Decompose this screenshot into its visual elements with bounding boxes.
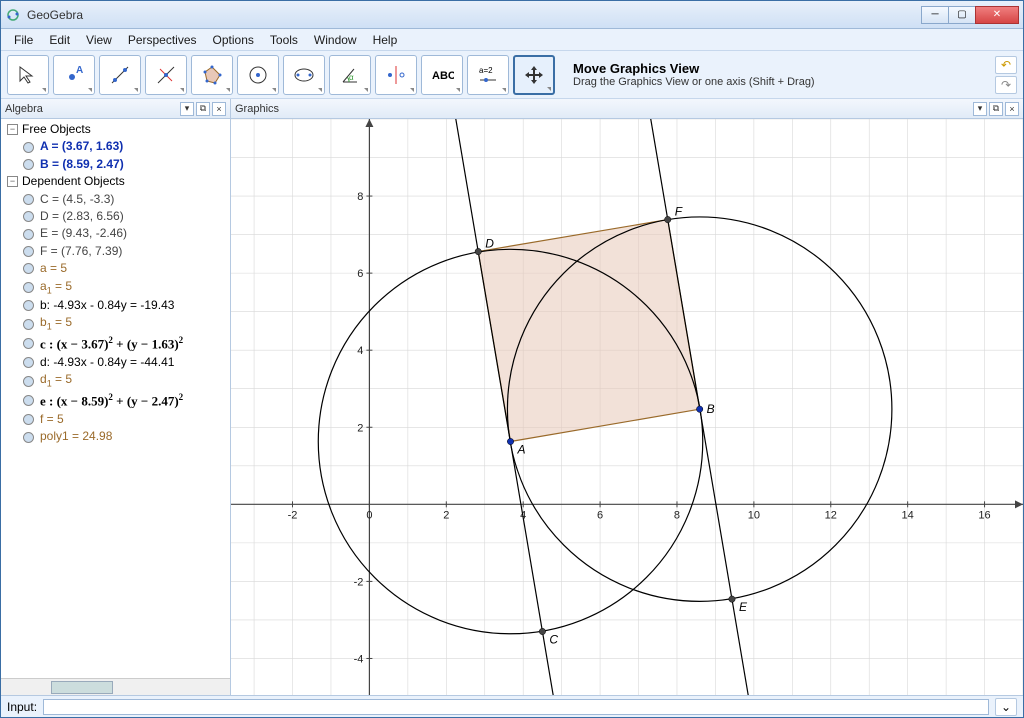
tree-leaf[interactable]: b: -4.93x - 0.84y = -19.43 <box>3 297 230 314</box>
menu-options[interactable]: Options <box>206 31 261 49</box>
tree-leaf[interactable]: e : (x − 8.59)2 + (y − 2.47)2 <box>3 391 230 411</box>
tool-info: Move Graphics View Drag the Graphics Vie… <box>573 61 991 88</box>
tool-reflect[interactable] <box>375 55 417 95</box>
svg-text:8: 8 <box>674 509 680 521</box>
tool-slider[interactable]: a=2 <box>467 55 509 95</box>
input-label: Input: <box>7 700 37 714</box>
input-field[interactable] <box>43 699 989 715</box>
tree-leaf[interactable]: F = (7.76, 7.39) <box>3 243 230 260</box>
tree-leaf[interactable]: poly1 = 24.98 <box>3 428 230 445</box>
tool-circle[interactable] <box>237 55 279 95</box>
maximize-button[interactable]: ▢ <box>948 6 976 24</box>
algebra-tree[interactable]: −Free ObjectsA = (3.67, 1.63)B = (8.59, … <box>1 119 230 678</box>
menu-tools[interactable]: Tools <box>263 31 305 49</box>
svg-text:10: 10 <box>748 509 760 521</box>
svg-text:6: 6 <box>597 509 603 521</box>
svg-text:-2: -2 <box>288 509 298 521</box>
svg-text:0: 0 <box>366 509 372 521</box>
menu-edit[interactable]: Edit <box>42 31 77 49</box>
svg-text:-4: -4 <box>354 653 364 665</box>
app-icon <box>5 7 21 23</box>
menu-window[interactable]: Window <box>307 31 364 49</box>
tree-leaf[interactable]: A = (3.67, 1.63) <box>3 138 230 155</box>
svg-text:α: α <box>349 73 354 82</box>
svg-text:ABC: ABC <box>432 70 454 82</box>
tree-leaf[interactable]: B = (8.59, 2.47) <box>3 156 230 173</box>
svg-text:B: B <box>707 402 715 416</box>
svg-text:F: F <box>675 205 683 219</box>
tree-leaf[interactable]: d: -4.93x - 0.84y = -44.41 <box>3 354 230 371</box>
graphics-menu-icon[interactable]: ▾ <box>973 102 987 116</box>
window-title: GeoGebra <box>27 8 922 22</box>
menu-file[interactable]: File <box>7 31 40 49</box>
tool-ellipse[interactable] <box>283 55 325 95</box>
svg-text:D: D <box>485 237 494 251</box>
menu-perspectives[interactable]: Perspectives <box>121 31 204 49</box>
graphics-header[interactable]: Graphics ▾ ⧉ × <box>231 99 1023 119</box>
graphics-detach-icon[interactable]: ⧉ <box>989 102 1003 116</box>
tree-leaf[interactable]: a = 5 <box>3 260 230 277</box>
app-window: GeoGebra ─ ▢ ✕ File Edit View Perspectiv… <box>0 0 1024 718</box>
tree-leaf[interactable]: b1 = 5 <box>3 314 230 333</box>
tool-perpendicular[interactable] <box>145 55 187 95</box>
tree-leaf[interactable]: C = (4.5, -3.3) <box>3 191 230 208</box>
tree-leaf[interactable]: d1 = 5 <box>3 371 230 390</box>
toolbar: A α ABC a=2 Move Graphics View Drag the … <box>1 51 1023 99</box>
graphics-svg: -20246810121416-4-22468ABCDEF <box>231 119 1023 695</box>
tool-text[interactable]: ABC <box>421 55 463 95</box>
tool-info-desc: Drag the Graphics View or one axis (Shif… <box>573 76 991 88</box>
tree-leaf[interactable]: E = (9.43, -2.46) <box>3 225 230 242</box>
tool-polygon[interactable] <box>191 55 233 95</box>
graphics-panel: Graphics ▾ ⧉ × -20246810121416-4-22468AB… <box>231 99 1023 695</box>
titlebar[interactable]: GeoGebra ─ ▢ ✕ <box>1 1 1023 29</box>
graphics-close-icon[interactable]: × <box>1005 102 1019 116</box>
tool-info-title: Move Graphics View <box>573 61 991 76</box>
input-help-icon[interactable]: ⌄ <box>995 698 1017 716</box>
svg-text:A: A <box>76 65 83 76</box>
close-button[interactable]: ✕ <box>975 6 1019 24</box>
svg-text:-2: -2 <box>354 576 364 588</box>
algebra-menu-icon[interactable]: ▾ <box>180 102 194 116</box>
svg-text:12: 12 <box>825 509 837 521</box>
tool-line[interactable] <box>99 55 141 95</box>
tool-point[interactable]: A <box>53 55 95 95</box>
tool-move[interactable] <box>7 55 49 95</box>
svg-text:8: 8 <box>357 191 363 203</box>
tree-leaf[interactable]: f = 5 <box>3 411 230 428</box>
tree-group[interactable]: −Free Objects <box>3 121 230 138</box>
tree-group[interactable]: −Dependent Objects <box>3 173 230 190</box>
algebra-header[interactable]: Algebra ▾ ⧉ × <box>1 99 230 119</box>
algebra-title: Algebra <box>5 103 43 115</box>
input-bar: Input: ⌄ <box>1 695 1023 717</box>
menu-help[interactable]: Help <box>366 31 405 49</box>
minimize-button[interactable]: ─ <box>921 6 949 24</box>
redo-button[interactable]: ↷ <box>995 76 1017 94</box>
algebra-detach-icon[interactable]: ⧉ <box>196 102 210 116</box>
svg-text:E: E <box>739 600 748 614</box>
tool-angle[interactable]: α <box>329 55 371 95</box>
svg-text:A: A <box>517 443 526 457</box>
graphics-title: Graphics <box>235 103 279 115</box>
algebra-scrollbar[interactable] <box>1 678 230 695</box>
menubar: File Edit View Perspectives Options Tool… <box>1 29 1023 51</box>
menu-view[interactable]: View <box>79 31 119 49</box>
algebra-panel: Algebra ▾ ⧉ × −Free ObjectsA = (3.67, 1.… <box>1 99 231 695</box>
main-area: Algebra ▾ ⧉ × −Free ObjectsA = (3.67, 1.… <box>1 99 1023 695</box>
tool-move-graphics[interactable] <box>513 55 555 95</box>
tree-leaf[interactable]: c : (x − 3.67)2 + (y − 1.63)2 <box>3 334 230 354</box>
graphics-view[interactable]: -20246810121416-4-22468ABCDEF <box>231 119 1023 695</box>
svg-text:16: 16 <box>978 509 990 521</box>
svg-text:C: C <box>549 632 558 646</box>
tree-leaf[interactable]: a1 = 5 <box>3 278 230 297</box>
undo-button[interactable]: ↶ <box>995 56 1017 74</box>
svg-text:6: 6 <box>357 268 363 280</box>
tree-leaf[interactable]: D = (2.83, 6.56) <box>3 208 230 225</box>
algebra-close-icon[interactable]: × <box>212 102 226 116</box>
svg-text:2: 2 <box>357 422 363 434</box>
svg-text:a=2: a=2 <box>479 66 493 75</box>
svg-text:14: 14 <box>902 509 914 521</box>
svg-text:4: 4 <box>357 345 363 357</box>
svg-text:2: 2 <box>443 509 449 521</box>
